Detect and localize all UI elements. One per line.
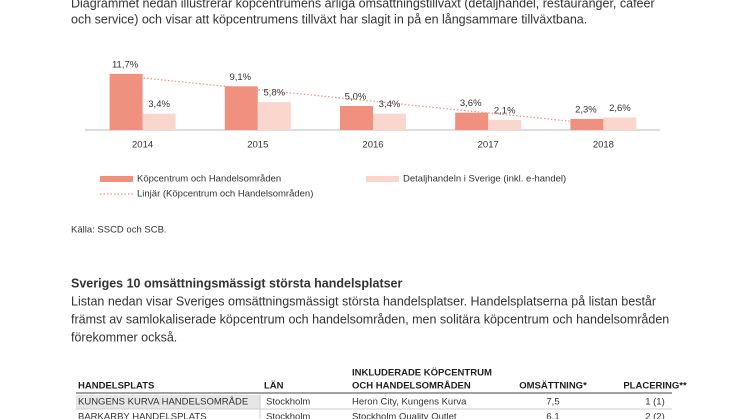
legend-label: Detaljhandeln i Sverige (inkl. e-handel) xyxy=(403,174,566,185)
section-heading: Sveriges 10 omsättningsmässigt största h… xyxy=(71,276,403,290)
bar xyxy=(142,113,176,130)
bar xyxy=(224,86,258,130)
bar xyxy=(570,118,604,130)
table-cell: Stockholm xyxy=(266,412,310,419)
data-label: 5,0% xyxy=(345,92,367,103)
table-cell: 6,1 xyxy=(546,412,559,419)
column-header: PLACERING** xyxy=(623,381,687,392)
column-header: OCH HANDELSOMRÅDEN xyxy=(352,381,471,392)
column-header: HANDELSPLATS xyxy=(78,381,154,392)
table-cell: Stockholm Quality Outlet xyxy=(352,412,457,419)
paragraph-line: Listan nedan visar Sveriges omsättningsm… xyxy=(71,294,656,308)
bar xyxy=(373,113,406,130)
table-cell: KUNGENS KURVA HANDELSOMRÅDE xyxy=(78,397,248,408)
bar xyxy=(257,102,291,130)
source: Källa: SSCD och SCB. xyxy=(71,225,167,236)
paragraph-line: främst av samlokaliserade köpcentrum och… xyxy=(71,312,669,326)
table-cell: 2 (2) xyxy=(645,412,665,419)
data-label: 5,8% xyxy=(263,88,285,99)
paragraph-line: förekommer också. xyxy=(71,330,177,344)
intro-line: och service) och visar att köpcentrumens… xyxy=(71,12,587,26)
table-cell: Heron City, Kungens Kurva xyxy=(352,397,467,408)
x-tick-label: 2015 xyxy=(247,140,268,151)
row-shade xyxy=(76,395,260,409)
bar xyxy=(109,73,143,130)
column-header: LÄN xyxy=(264,381,284,392)
legend-label: Köpcentrum och Handelsområden xyxy=(137,174,281,185)
x-tick-label: 2018 xyxy=(593,140,614,151)
bar xyxy=(603,117,637,130)
data-label: 2,6% xyxy=(609,103,631,114)
legend-swatch xyxy=(100,176,133,182)
table-cell: Stockholm xyxy=(266,397,310,408)
column-header: INKLUDERADE KÖPCENTRUM xyxy=(352,368,492,379)
x-tick-label: 2014 xyxy=(132,140,153,151)
data-label: 11,7% xyxy=(112,59,139,70)
data-label: 2,3% xyxy=(575,104,597,115)
data-label: 3,6% xyxy=(460,98,482,109)
legend-label: Linjär (Köpcentrum och Handelsområden) xyxy=(137,189,313,200)
data-label: 2,1% xyxy=(494,105,516,116)
table-cell: BARKARBY HANDELSPLATS xyxy=(78,412,206,419)
table-cell: 7,5 xyxy=(546,397,559,408)
table-cell: 1 (1) xyxy=(645,397,665,408)
bar xyxy=(488,119,522,130)
intro-line: Diagrammet nedan illustrerar köpcentrume… xyxy=(71,0,655,10)
data-label: 3,4% xyxy=(148,99,170,110)
bar xyxy=(340,106,373,130)
column-header: OMSÄTTNING* xyxy=(519,381,587,392)
legend-swatch xyxy=(366,176,399,182)
trend-line xyxy=(126,75,587,124)
x-tick-label: 2017 xyxy=(478,140,499,151)
data-label: 9,1% xyxy=(229,72,251,83)
x-tick-label: 2016 xyxy=(362,140,383,151)
bar xyxy=(455,112,489,130)
data-label: 3,4% xyxy=(379,99,401,110)
